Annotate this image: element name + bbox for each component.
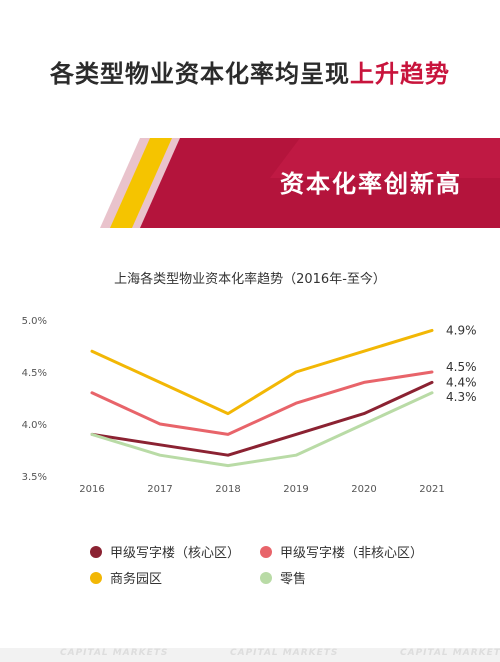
banner-shape [100, 138, 500, 228]
x-tick-label: 2018 [215, 484, 240, 495]
banner-stripe [110, 138, 172, 228]
y-tick-label: 4.5% [22, 368, 47, 379]
legend-label: 甲级写字楼（核心区） [110, 546, 241, 561]
legend-dot-icon [260, 545, 272, 558]
legend-item-3: 零售 [260, 568, 306, 587]
series-line-3 [90, 391, 434, 468]
x-tick-label: 2016 [79, 484, 104, 495]
legend-dot-icon [260, 571, 272, 584]
banner-title: 资本化率创新高 [280, 170, 462, 198]
y-tick-label: 3.5% [22, 472, 47, 483]
legend-label: 甲级写字楼（非核心区） [280, 546, 424, 561]
series-line-0 [90, 380, 434, 457]
legend-item-1: 甲级写字楼（非核心区） [260, 542, 423, 561]
end-label-2: 4.9% [446, 323, 477, 337]
footer-text-2: CAPITAL MARKETS [230, 648, 339, 658]
line-chart: 3.5% 4.0% 4.5% 5.0% 2016 2017 2018 2019 2020 2021… [22, 316, 477, 495]
x-tick-label: 2019 [283, 484, 308, 495]
y-tick-label: 5.0% [22, 316, 47, 327]
end-label-3: 4.3% [446, 390, 477, 404]
headline-main: 各类型物业资本化率均呈现 [50, 60, 350, 88]
footer-text-1: CAPITAL MARKETS [60, 648, 169, 658]
end-label-0: 4.4% [446, 375, 477, 389]
x-tick-label: 2017 [147, 484, 172, 495]
footer-bar: CAPITAL MARKETS CAPITAL MARKETS CAPITAL … [0, 648, 500, 662]
headline-accent: 上升趋势 [350, 60, 450, 88]
banner-highlight [270, 138, 500, 178]
legend-item-2: 商务园区 [90, 568, 162, 587]
series-line-2 [90, 328, 434, 416]
legend-dot-icon [90, 545, 102, 558]
series-line-1 [90, 370, 434, 436]
headline: 各类型物业资本化率均呈现上升趋势 [0, 54, 500, 89]
x-tick-label: 2020 [351, 484, 376, 495]
legend-label: 零售 [280, 572, 307, 587]
end-label-1: 4.5% [446, 360, 477, 374]
legend-label: 商务园区 [110, 572, 163, 587]
y-tick-label: 4.0% [22, 420, 47, 431]
legend-item-0: 甲级写字楼（核心区） [90, 542, 240, 561]
footer-text-3: CAPITAL MARKETS [400, 648, 500, 658]
section-banner: 资本化率创新高 [0, 138, 500, 228]
chart-title: 上海各类型物业资本化率趋势（2016年-至今） [114, 272, 386, 287]
x-tick-label: 2021 [419, 484, 444, 495]
legend-dot-icon [90, 571, 102, 584]
